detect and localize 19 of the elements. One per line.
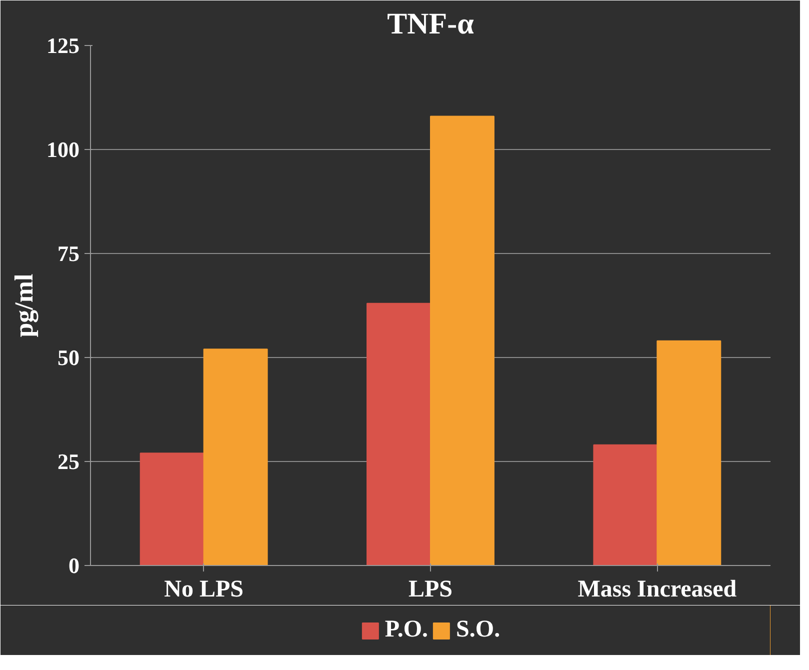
bar	[430, 116, 494, 566]
y-tick-label: 100	[46, 137, 80, 162]
bar	[593, 444, 658, 566]
x-tick-label: No LPS	[164, 576, 244, 602]
legend-label: S.O.	[456, 616, 500, 644]
x-tick-label: Mass Increased	[578, 576, 738, 602]
x-tick-label: LPS	[408, 576, 453, 602]
bar	[366, 302, 431, 566]
y-tick-label: 50	[58, 345, 80, 370]
y-tick-label: 0	[68, 553, 80, 578]
bar	[203, 348, 268, 566]
y-tick-label: 75	[58, 241, 80, 266]
y-tick-label: 125	[46, 33, 80, 58]
legend-label: P.O.	[384, 616, 428, 644]
y-axis-title: pg/ml	[10, 274, 38, 338]
chart-title: TNF-α	[387, 8, 474, 40]
bar	[140, 452, 204, 566]
y-tick-label: 25	[58, 449, 80, 474]
bar	[656, 340, 722, 566]
